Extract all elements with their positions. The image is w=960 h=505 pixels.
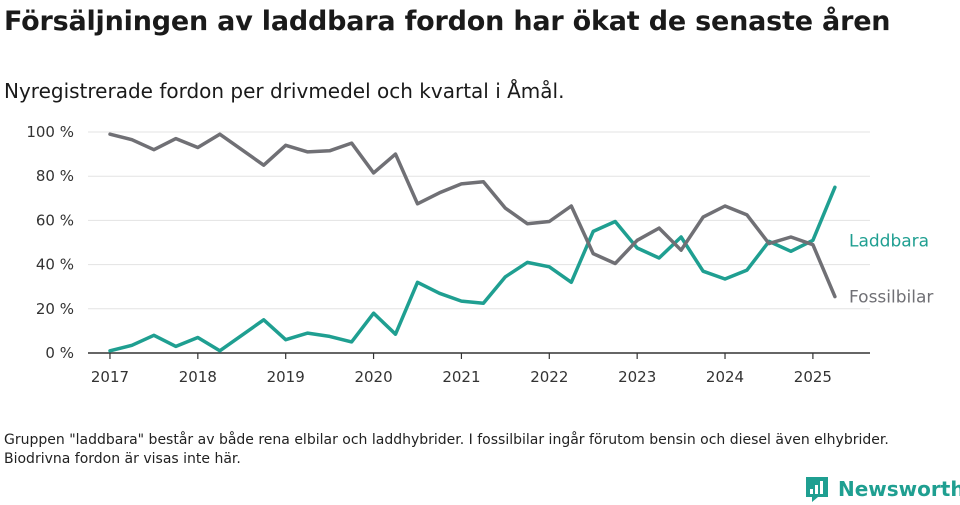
x-tick-label: 2022 <box>530 368 568 386</box>
brand-logo[interactable]: Newsworthy <box>804 474 960 504</box>
x-tick-label: 2025 <box>794 368 832 386</box>
chart-subtitle: Nyregistrerade fordon per drivmedel och … <box>4 79 565 103</box>
x-tick-label: 2019 <box>267 368 305 386</box>
series-label-laddbara: Laddbara <box>849 231 929 251</box>
series-line-laddbara <box>108 185 837 353</box>
y-tick-label: 40 % <box>36 256 74 274</box>
series-label-fossilbilar: Fossilbilar <box>849 288 933 308</box>
x-tick-label: 2018 <box>179 368 217 386</box>
brand-name: Newsworthy <box>838 477 960 501</box>
y-tick-label: 60 % <box>36 211 74 229</box>
footnote: Gruppen "laddbara" består av både rena e… <box>4 432 889 467</box>
series-line-fossilbilar <box>108 132 837 299</box>
y-tick-label: 0 % <box>45 344 74 362</box>
y-tick-label: 20 % <box>36 300 74 318</box>
x-tick-label: 2024 <box>706 368 744 386</box>
x-tick-label: 2017 <box>91 368 129 386</box>
chart-title: Försäljningen av laddbara fordon har öka… <box>4 6 891 37</box>
x-tick-label: 2020 <box>354 368 392 386</box>
newsworthy-logo-icon <box>806 477 828 502</box>
line-chart: 0 % 20 % 40 % 60 % 80 % 100 % 2017 2018 2019 2020… <box>26 123 933 386</box>
x-tick-label: 2021 <box>442 368 480 386</box>
y-tick-label: 100 % <box>26 123 74 141</box>
x-tick-label: 2023 <box>618 368 656 386</box>
y-tick-label: 80 % <box>36 167 74 185</box>
